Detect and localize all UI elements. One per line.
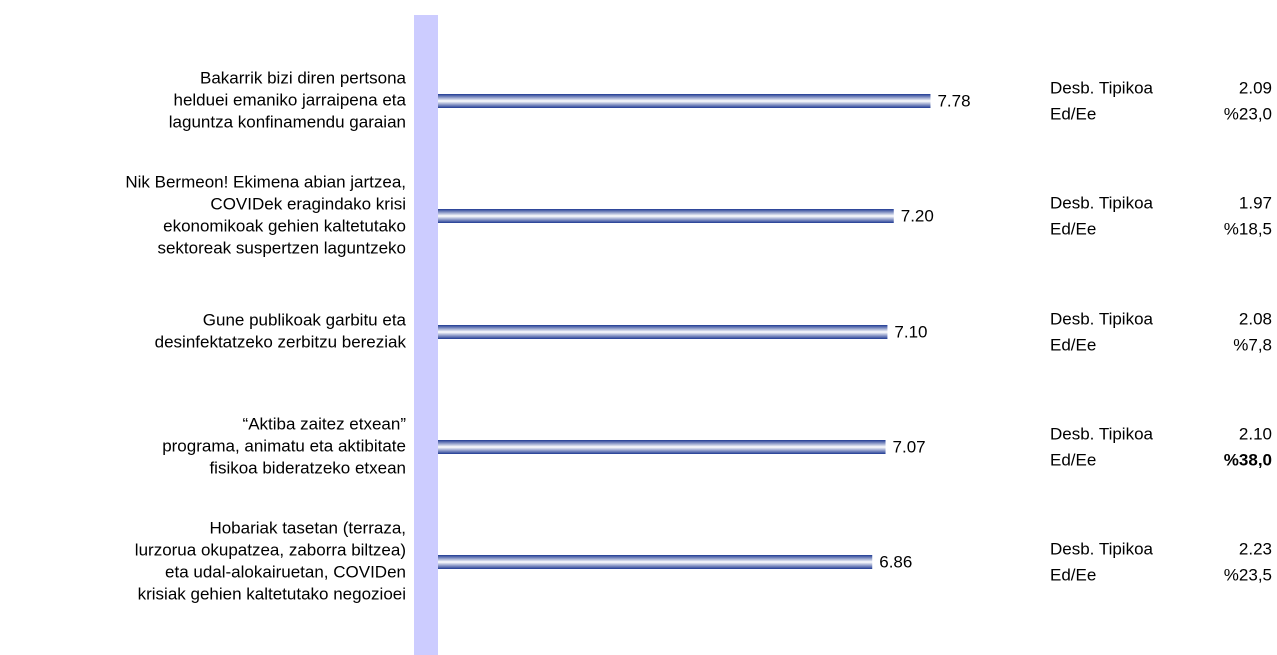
std-caption: Desb. Tipikoa bbox=[1050, 539, 1154, 558]
ratio-value: %23,5 bbox=[1224, 565, 1272, 584]
std-value: 2.08 bbox=[1239, 309, 1272, 328]
category-label: eta udal-alokairuetan, COVIDen bbox=[165, 562, 406, 581]
bar bbox=[438, 555, 873, 569]
value-label: 7.10 bbox=[894, 322, 927, 341]
ratio-caption: Ed/Ee bbox=[1050, 335, 1096, 354]
std-caption: Desb. Tipikoa bbox=[1050, 424, 1154, 443]
std-caption: Desb. Tipikoa bbox=[1050, 309, 1154, 328]
ratio-value: %38,0 bbox=[1224, 450, 1272, 469]
std-value: 2.23 bbox=[1239, 539, 1272, 558]
std-value: 2.10 bbox=[1239, 424, 1272, 443]
bar bbox=[438, 94, 931, 108]
bar bbox=[438, 209, 894, 223]
std-caption: Desb. Tipikoa bbox=[1050, 78, 1154, 97]
category-label: Bakarrik bizi diren pertsona bbox=[200, 68, 407, 87]
category-label: fisikoa bideratzeko etxean bbox=[209, 458, 406, 477]
category-label: laguntza konfinamendu garaian bbox=[169, 112, 406, 131]
std-caption: Desb. Tipikoa bbox=[1050, 193, 1154, 212]
category-label: lurzorua okupatzea, zaborra biltzea) bbox=[135, 540, 406, 559]
ratio-caption: Ed/Ee bbox=[1050, 219, 1096, 238]
bar bbox=[438, 325, 888, 339]
category-label: sektoreak suspertzen laguntzeko bbox=[157, 238, 406, 257]
value-label: 7.20 bbox=[901, 206, 934, 225]
std-value: 1.97 bbox=[1239, 193, 1272, 212]
value-label: 7.78 bbox=[937, 91, 970, 110]
std-value: 2.09 bbox=[1239, 78, 1272, 97]
category-label: programa, animatu eta aktibitate bbox=[162, 436, 406, 455]
category-label: “Aktiba zaitez etxean” bbox=[243, 414, 407, 433]
value-label: 6.86 bbox=[879, 552, 912, 571]
ratio-caption: Ed/Ee bbox=[1050, 104, 1096, 123]
category-label: krisiak gehien kaltetutako negozioei bbox=[138, 584, 406, 603]
category-label: ekonomikoak gehien kaltetutako bbox=[163, 216, 406, 235]
ratio-value: %23,0 bbox=[1224, 104, 1272, 123]
category-label: COVIDek eragindako krisi bbox=[210, 194, 406, 213]
ratio-caption: Ed/Ee bbox=[1050, 565, 1096, 584]
category-label: helduei emaniko jarraipena eta bbox=[174, 90, 407, 109]
value-label: 7.07 bbox=[893, 437, 926, 456]
category-label: desinfektatzeko zerbitzu bereziak bbox=[155, 332, 407, 351]
category-label: Nik Bermeon! Ekimena abian jartzea, bbox=[125, 172, 406, 191]
ratio-caption: Ed/Ee bbox=[1050, 450, 1096, 469]
ratio-value: %7,8 bbox=[1233, 335, 1272, 354]
category-label: Hobariak tasetan (terraza, bbox=[209, 518, 406, 537]
bar bbox=[438, 440, 886, 454]
axis-band bbox=[414, 15, 438, 655]
category-label: Gune publikoak garbitu eta bbox=[203, 310, 407, 329]
ratio-value: %18,5 bbox=[1224, 219, 1272, 238]
